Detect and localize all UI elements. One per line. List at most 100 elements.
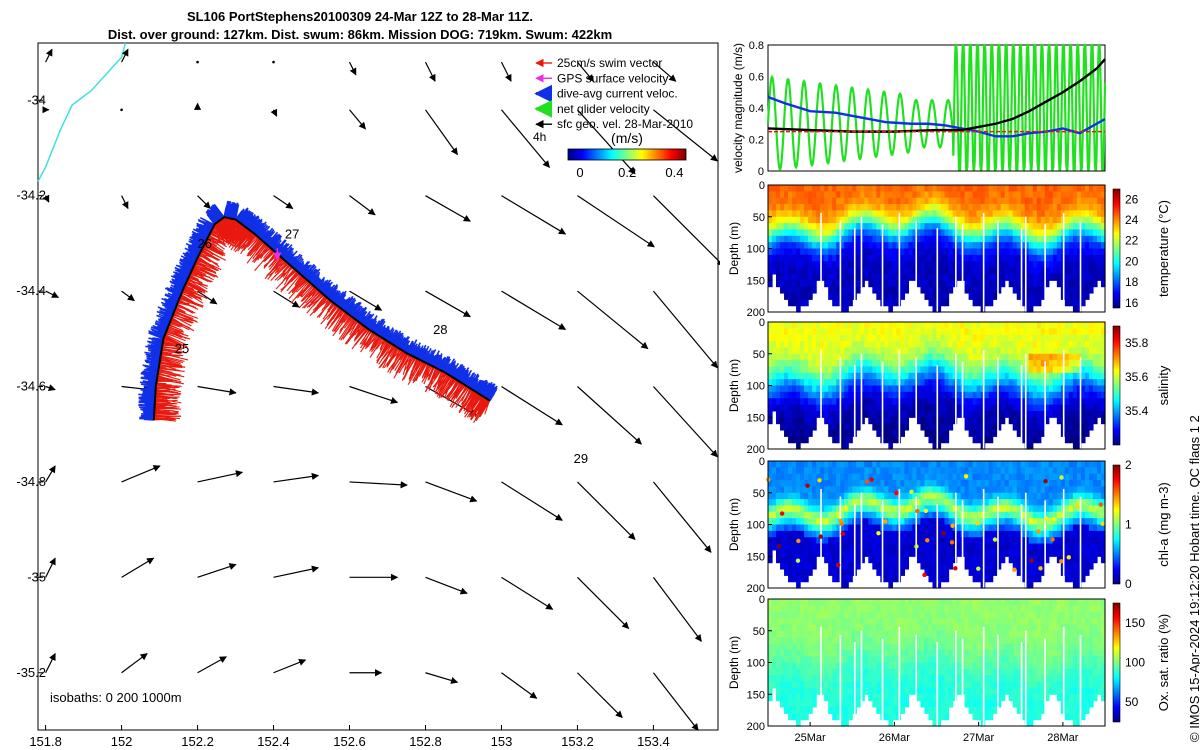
- profile-cell: [812, 210, 817, 218]
- profile-cell: [968, 423, 974, 431]
- profile-cell: [776, 518, 781, 526]
- profile-cell: [848, 261, 853, 269]
- profile-cell: [1016, 322, 1022, 329]
- dive-avg-vector: [374, 318, 385, 334]
- dive-avg-vector: [163, 314, 172, 320]
- profile-cell: [1072, 235, 1078, 243]
- profile-cell: [872, 242, 877, 250]
- swim-vector: [216, 217, 226, 244]
- profile-cell: [972, 248, 978, 256]
- profile-cell: [1024, 379, 1030, 387]
- profile-cell: [900, 261, 906, 269]
- profile-cell: [828, 267, 833, 275]
- profile-cell: [788, 417, 793, 425]
- profile-cell: [1072, 366, 1078, 374]
- profile-cell: [892, 398, 897, 406]
- swim-vector: [374, 336, 382, 345]
- profile-cell: [804, 372, 809, 380]
- profile-cell: [796, 185, 801, 192]
- profile-cell: [932, 347, 938, 355]
- profile-cell: [1000, 216, 1006, 224]
- profile-cell: [912, 404, 918, 412]
- profile-cell: [948, 379, 954, 387]
- profile-cell: [1012, 404, 1018, 412]
- dive-avg-vector: [293, 261, 300, 269]
- dive-avg-vector: [334, 292, 345, 305]
- swim-vector: [234, 227, 247, 241]
- profile-cell: [904, 417, 910, 425]
- swim-vector: [164, 334, 187, 346]
- profile-cell: [1044, 410, 1050, 418]
- profile-gap: [853, 365, 856, 449]
- profile-cell: [948, 366, 954, 374]
- profile-cell: [976, 404, 982, 412]
- profile-cell: [780, 216, 785, 224]
- swim-vector: [181, 292, 193, 300]
- profile-cell: [900, 210, 906, 218]
- profile-cell: [872, 185, 877, 192]
- dive-avg-vector: [154, 322, 168, 330]
- profile-cell: [1100, 235, 1106, 243]
- dive-avg-vector: [325, 284, 339, 298]
- profile-cell: [792, 473, 797, 481]
- profile-cell: [972, 299, 978, 307]
- y-tick-label: 0.4: [749, 103, 764, 115]
- profile-cell: [1048, 197, 1054, 205]
- profile-cell: [768, 347, 773, 355]
- profile-cell: [852, 191, 857, 199]
- current-arrow: [197, 563, 237, 578]
- profile-cell: [1076, 328, 1082, 336]
- profile-cell: [1032, 328, 1038, 336]
- profile-cell: [864, 404, 869, 412]
- profile-cell: [856, 191, 861, 199]
- profile-cell: [1028, 322, 1034, 329]
- dive-avg-vector: [397, 337, 406, 349]
- profile-cell: [800, 322, 805, 329]
- swim-vector: [286, 274, 302, 292]
- profile-cell: [952, 204, 958, 211]
- profile-cell: [948, 242, 954, 250]
- profile-cell: [1096, 235, 1102, 243]
- profile-cell: [1048, 248, 1054, 256]
- profile-cell: [784, 549, 789, 557]
- profile-cell: [1036, 235, 1042, 243]
- profile-cell: [860, 204, 865, 211]
- profile-cell: [816, 273, 821, 281]
- profile-cell: [984, 423, 990, 431]
- dive-avg-vector: [291, 259, 300, 268]
- profile-cell: [1100, 273, 1106, 281]
- swim-vector: [189, 274, 199, 280]
- profile-cell: [996, 423, 1002, 431]
- profile-cell: [1024, 267, 1030, 275]
- profile-cell: [1100, 366, 1106, 374]
- profile-cell: [1096, 398, 1102, 406]
- dive-avg-vector: [260, 230, 270, 241]
- profile-cell: [904, 197, 910, 205]
- profile-cell: [832, 436, 837, 444]
- swim-vector: [438, 376, 454, 399]
- profile-cell: [868, 273, 873, 281]
- dive-avg-vector: [339, 299, 347, 309]
- profile-cell: [1016, 391, 1022, 399]
- profile-cell: [784, 556, 789, 564]
- profile-cell: [1100, 341, 1106, 348]
- profile-cell: [792, 191, 797, 199]
- profile-cell: [860, 191, 865, 199]
- profile-cell: [976, 280, 982, 288]
- profile-cell: [788, 549, 793, 557]
- profile-cell: [836, 210, 841, 218]
- profile-cell: [1068, 353, 1074, 361]
- profile-cell: [848, 197, 853, 205]
- profile-cell: [924, 429, 930, 437]
- profile-cell: [1068, 334, 1074, 342]
- profile-cell: [912, 360, 918, 368]
- profile-cell: [1016, 417, 1022, 425]
- profile-cell: [800, 398, 805, 406]
- profile-cell: [944, 353, 950, 361]
- profile-cell: [984, 353, 990, 361]
- dive-avg-vector: [270, 237, 282, 250]
- profile-cell: [888, 372, 893, 380]
- y-tick-label: -34.4: [16, 283, 46, 298]
- profile-cell: [780, 537, 785, 545]
- profile-cell: [804, 436, 809, 444]
